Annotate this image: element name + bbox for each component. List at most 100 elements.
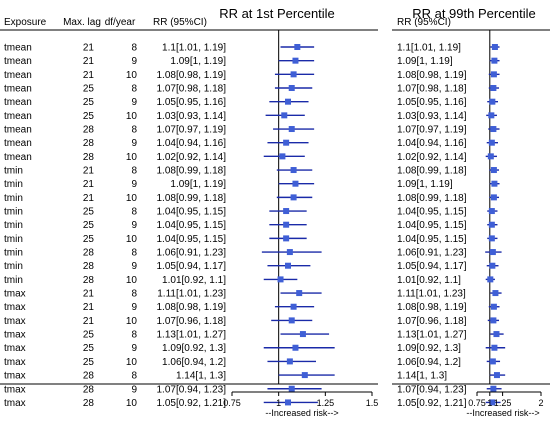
row-rr-ci-label-left: 1.11[1.01, 1.23]: [157, 289, 226, 300]
row-maxlag-label: 28: [83, 248, 95, 259]
row-rr-ci-label-left: 1.08[0.99, 1.18]: [156, 193, 226, 204]
right-rr-point: [489, 262, 496, 269]
right-rr-point: [489, 399, 496, 406]
row-rr-ci-label-right: 1.07[0.96, 1.18]: [397, 316, 467, 327]
row-rr-ci-label-left: 1.08[0.99, 1.18]: [156, 166, 226, 177]
row-rr-ci-label-left: 1.04[0.95, 1.15]: [156, 234, 226, 245]
row-dfyear-label: 8: [131, 125, 137, 136]
row-rr-ci-label-right: 1.01[0.92, 1.1]: [397, 275, 461, 286]
row-rr-ci-label-left: 1.05[0.92, 1.21]: [156, 398, 226, 409]
row-dfyear-label: 10: [126, 357, 138, 368]
row-rr-ci-label-left: 1.09[0.92, 1.3]: [162, 343, 226, 354]
row-dfyear-label: 8: [131, 371, 137, 382]
row-exposure-label: tmean: [4, 84, 32, 95]
left-rr-point: [290, 194, 297, 201]
row-dfyear-label: 9: [131, 56, 137, 67]
left-rr-point: [290, 303, 297, 310]
left-rr-point: [288, 126, 295, 133]
row-maxlag-label: 25: [83, 111, 95, 122]
row-rr-ci-label-right: 1.04[0.95, 1.15]: [397, 207, 467, 218]
right-rr-point: [491, 44, 498, 50]
row-maxlag-label: 28: [83, 275, 95, 286]
row-rr-ci-label-left: 1.06[0.91, 1.23]: [156, 248, 226, 259]
row-dfyear-label: 8: [131, 330, 137, 341]
row-maxlag-label: 25: [83, 234, 95, 245]
row-rr-ci-label-right: 1.06[0.94, 1.2]: [397, 357, 461, 368]
row-rr-ci-label-left: 1.13[1.01, 1.27]: [156, 330, 226, 341]
row-rr-ci-label-left: 1.09[1, 1.19]: [170, 179, 226, 190]
row-dfyear-label: 8: [131, 207, 137, 218]
row-maxlag-label: 21: [83, 43, 95, 54]
left-rr-point: [288, 385, 295, 392]
row-rr-ci-label-left: 1.07[0.97, 1.19]: [156, 125, 226, 136]
row-rr-ci-label-right: 1.04[0.95, 1.15]: [397, 234, 467, 245]
row-rr-ci-label-left: 1.1[1.01, 1.19]: [162, 43, 226, 54]
row-exposure-label: tmean: [4, 43, 32, 54]
row-exposure-label: tmean: [4, 56, 32, 67]
row-exposure-label: tmax: [4, 289, 26, 300]
row-rr-ci-label-left: 1.08[0.98, 1.19]: [156, 70, 226, 81]
right-panel-title: RR at 99th Percentile: [412, 6, 536, 21]
row-exposure-label: tmin: [4, 220, 23, 231]
row-exposure-label: tmax: [4, 398, 26, 409]
row-maxlag-label: 28: [83, 152, 95, 163]
left-x-axis-label: --Increased risk-->: [265, 408, 338, 418]
left-rr-point: [286, 358, 293, 365]
row-rr-ci-label-right: 1.09[0.92, 1.3]: [397, 343, 461, 354]
row-dfyear-label: 9: [131, 384, 137, 395]
row-maxlag-label: 25: [83, 220, 95, 231]
row-rr-ci-label-left: 1.09[1, 1.19]: [170, 56, 226, 67]
row-rr-ci-label-right: 1.05[0.94, 1.17]: [397, 261, 467, 272]
row-exposure-label: tmax: [4, 371, 26, 382]
left-x-tick-label: 1.25: [317, 398, 335, 408]
row-maxlag-label: 28: [83, 371, 95, 382]
left-x-tick-label: 1: [276, 398, 281, 408]
left-rr-point: [283, 235, 290, 242]
right-rr-point: [489, 98, 496, 105]
right-rr-point: [491, 344, 498, 351]
row-rr-ci-label-right: 1.09[1, 1.19]: [397, 179, 453, 190]
row-rr-ci-label-left: 1.04[0.94, 1.16]: [156, 138, 226, 149]
row-rr-ci-label-right: 1.09[1, 1.19]: [397, 56, 453, 67]
row-maxlag-label: 21: [83, 302, 95, 313]
row-maxlag-label: 21: [83, 289, 95, 300]
right-x-axis-label: --Increased risk-->: [466, 408, 539, 418]
row-rr-ci-label-right: 1.05[0.95, 1.16]: [397, 97, 467, 108]
left-rr-point: [283, 139, 290, 146]
right-rr-point: [490, 71, 497, 78]
left-col-header-maxlag: Max. lag: [63, 17, 101, 28]
left-col-header-dfyear: df/year: [105, 17, 136, 28]
left-x-tick-label: 1.5: [366, 398, 379, 408]
left-rr-point: [286, 249, 293, 256]
row-exposure-label: tmax: [4, 384, 26, 395]
right-rr-point: [490, 317, 497, 324]
row-exposure-label: tmean: [4, 125, 32, 136]
row-dfyear-label: 10: [126, 398, 138, 409]
right-rr-point: [490, 85, 497, 92]
row-maxlag-label: 25: [83, 97, 95, 108]
right-rr-point: [490, 385, 497, 392]
row-rr-ci-label-left: 1.02[0.92, 1.14]: [156, 152, 226, 163]
row-exposure-label: tmin: [4, 166, 23, 177]
row-exposure-label: tmin: [4, 275, 23, 286]
left-rr-point: [285, 399, 291, 406]
row-rr-ci-label-right: 1.14[1, 1.3]: [397, 371, 447, 382]
left-rr-point: [290, 167, 297, 174]
right-rr-point: [490, 194, 497, 201]
row-dfyear-label: 9: [131, 302, 137, 313]
right-rr-point: [487, 276, 494, 283]
left-rr-point: [290, 71, 297, 78]
row-exposure-label: tmin: [4, 193, 23, 204]
right-rr-point: [493, 331, 500, 338]
left-rr-point: [299, 331, 306, 338]
left-rr-point: [296, 290, 303, 297]
right-col-header-rr: RR (95%CI): [397, 17, 451, 28]
row-exposure-label: tmin: [4, 234, 23, 245]
left-rr-point: [301, 372, 308, 379]
row-dfyear-label: 10: [126, 275, 138, 286]
row-rr-ci-label-left: 1.05[0.94, 1.17]: [156, 261, 226, 272]
row-exposure-label: tmax: [4, 316, 26, 327]
row-maxlag-label: 21: [83, 70, 95, 81]
right-rr-point: [487, 153, 494, 160]
